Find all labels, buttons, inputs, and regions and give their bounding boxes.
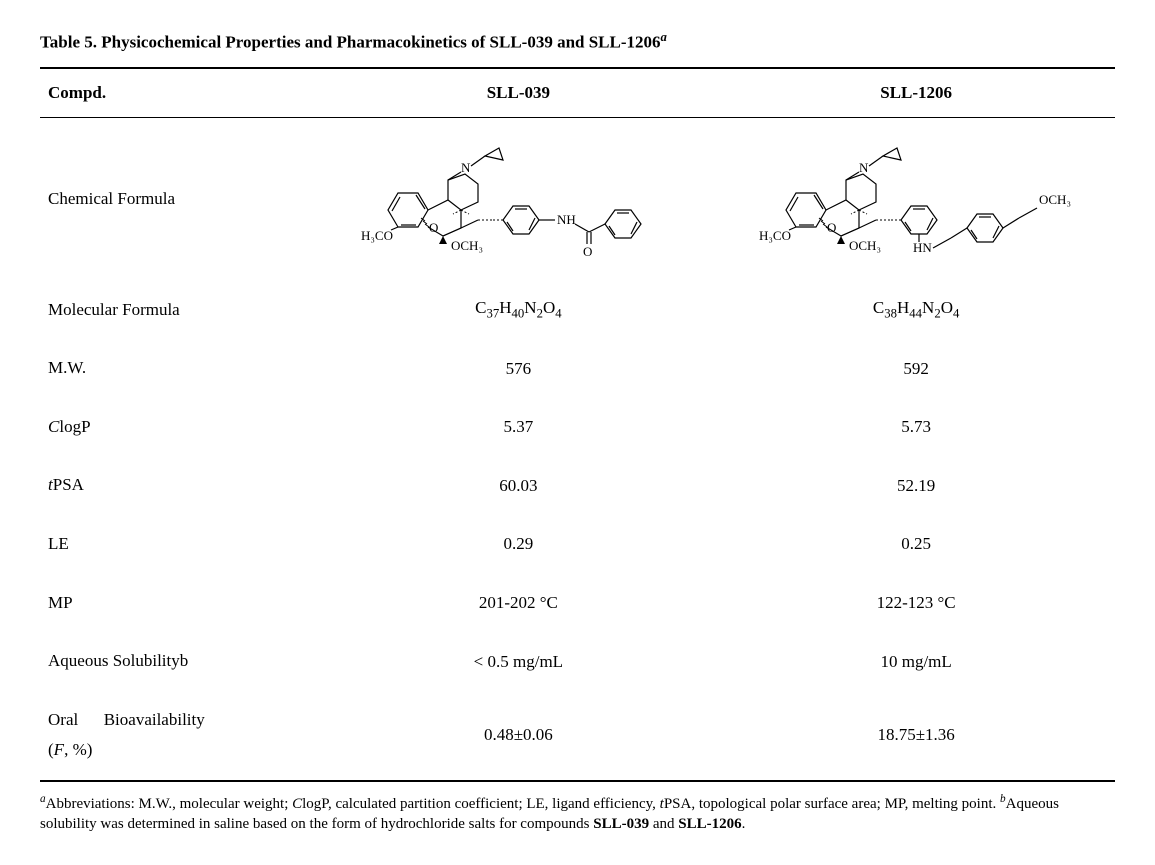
label-oral: Oral Bioavailability(F, %) xyxy=(40,691,320,781)
val-mw-1: 576 xyxy=(320,339,718,398)
struct-sll039: O N xyxy=(320,117,718,281)
row-aq: Aqueous Solubilityb < 0.5 mg/mL 10 mg/mL xyxy=(40,632,1115,691)
label-le: LE xyxy=(40,515,320,574)
val-mp-1: 201-202 °C xyxy=(320,574,718,633)
caption-sup: a xyxy=(661,30,667,44)
properties-table: Compd. SLL-039 SLL-1206 Chemical Formula xyxy=(40,67,1115,782)
svg-text:N: N xyxy=(859,160,869,175)
val-le-2: 0.25 xyxy=(717,515,1115,574)
val-clogp-1: 5.37 xyxy=(320,398,718,457)
val-molformula-2: C38H44N2O4 xyxy=(717,281,1115,340)
row-mw: M.W. 576 592 xyxy=(40,339,1115,398)
struct-sll1206: O N H₃CO xyxy=(717,117,1115,281)
table-caption: Table 5. Physicochemical Properties and … xyxy=(40,30,1115,53)
val-oral-1: 0.48±0.06 xyxy=(320,691,718,781)
row-molecular-formula: Molecular Formula C37H40N2O4 C38H44N2O4 xyxy=(40,281,1115,340)
header-row: Compd. SLL-039 SLL-1206 xyxy=(40,68,1115,118)
val-molformula-1: C37H40N2O4 xyxy=(320,281,718,340)
label-clogp: ClogP xyxy=(40,398,320,457)
label-mw: M.W. xyxy=(40,339,320,398)
val-clogp-2: 5.73 xyxy=(717,398,1115,457)
col-sll1206: SLL-1206 xyxy=(717,68,1115,118)
row-le: LE 0.29 0.25 xyxy=(40,515,1115,574)
row-clogp: ClogP 5.37 5.73 xyxy=(40,398,1115,457)
val-oral-2: 18.75±1.36 xyxy=(717,691,1115,781)
col-compd: Compd. xyxy=(40,68,320,118)
val-tpsa-1: 60.03 xyxy=(320,456,718,515)
row-tpsa: tPSA 60.03 52.19 xyxy=(40,456,1115,515)
val-tpsa-2: 52.19 xyxy=(717,456,1115,515)
row-chemical-formula: Chemical Formula O xyxy=(40,117,1115,281)
label-mp: MP xyxy=(40,574,320,633)
val-le-1: 0.29 xyxy=(320,515,718,574)
label-molformula: Molecular Formula xyxy=(40,281,320,340)
svg-text:O: O xyxy=(583,244,592,259)
label-tpsa: tPSA xyxy=(40,456,320,515)
label-aq: Aqueous Solubilityb xyxy=(40,632,320,691)
val-aq-2: 10 mg/mL xyxy=(717,632,1115,691)
val-aq-1: < 0.5 mg/mL xyxy=(320,632,718,691)
val-mp-2: 122-123 °C xyxy=(717,574,1115,633)
row-oral: Oral Bioavailability(F, %) 0.48±0.06 18.… xyxy=(40,691,1115,781)
svg-text:H₃CO: H₃CO xyxy=(759,228,791,243)
label-chemformula: Chemical Formula xyxy=(40,117,320,281)
svg-text:HN: HN xyxy=(913,240,932,255)
caption-lead: Table 5. Physicochemical Properties and … xyxy=(40,33,661,52)
svg-text:OCH₃: OCH₃ xyxy=(451,238,483,253)
val-mw-2: 592 xyxy=(717,339,1115,398)
table-footnote: aAbbreviations: M.W., molecular weight; … xyxy=(40,792,1115,835)
svg-text:NH: NH xyxy=(557,212,576,227)
row-mp: MP 201-202 °C 122-123 °C xyxy=(40,574,1115,633)
svg-text:H₃CO: H₃CO xyxy=(361,228,393,243)
svg-text:OCH₃: OCH₃ xyxy=(1039,192,1071,207)
svg-text:OCH₃: OCH₃ xyxy=(849,238,881,253)
col-sll039: SLL-039 xyxy=(320,68,718,118)
svg-text:N: N xyxy=(461,160,471,175)
